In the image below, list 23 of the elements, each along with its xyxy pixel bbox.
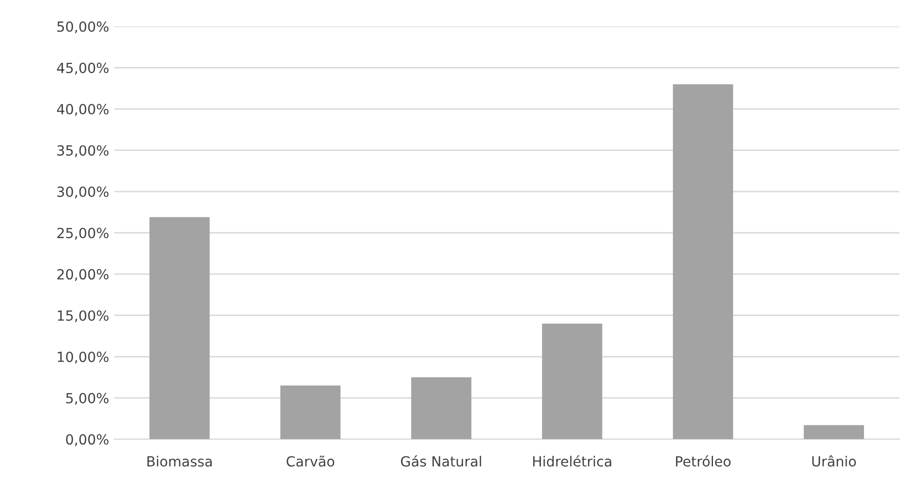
y-tick-label: 40,00% <box>56 104 108 116</box>
x-tick-label: Petróleo <box>676 455 731 467</box>
bar <box>411 377 472 440</box>
bar <box>672 84 734 440</box>
y-tick-label: 5,00% <box>66 392 108 405</box>
y-tick-label: 50,00% <box>57 21 108 34</box>
y-tick-label: 25,00% <box>57 228 108 240</box>
y-tick-label: 10,00% <box>58 352 108 364</box>
bar <box>804 425 864 440</box>
bar <box>149 217 210 440</box>
y-tick-label: 45,00% <box>56 62 108 75</box>
bar <box>280 386 341 440</box>
x-tick-label: Carvão <box>286 456 334 467</box>
y-tick-label: 30,00% <box>57 186 108 198</box>
bar <box>542 324 602 440</box>
y-tick-label: 0,00% <box>66 434 108 446</box>
x-tick-label: Hidrelétrica <box>533 455 612 467</box>
y-tick-label: 35,00% <box>57 145 108 158</box>
x-tick-label: Urânio <box>812 455 856 467</box>
x-tick-label: Biomassa <box>147 456 212 467</box>
y-tick-label: 15,00% <box>58 310 108 322</box>
x-tick-label: Gás Natural <box>400 455 482 467</box>
y-tick-label: 20,00% <box>57 269 108 281</box>
